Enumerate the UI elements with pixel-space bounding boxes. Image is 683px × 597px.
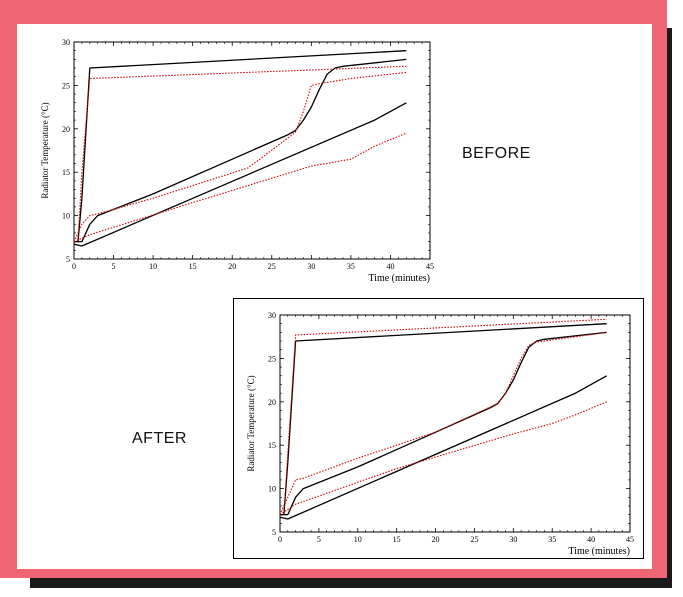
before-x-tick-label: 5: [112, 262, 116, 271]
after-plot-frame: [279, 314, 631, 533]
before-series-4-simulated-line: [73, 71, 407, 242]
after-y-axis-label: Radiator Temperature (°C): [246, 375, 256, 471]
before-y-axis-label: Radiator Temperature (°C): [40, 102, 50, 198]
before-x-tick-label: 25: [268, 262, 276, 271]
after-y-tick-label: 30: [268, 311, 276, 320]
after-x-tick-label: 45: [626, 535, 634, 544]
before-series-1-measured-line: [74, 50, 407, 243]
after-label: AFTER: [132, 430, 187, 447]
before-x-tick-label: 15: [189, 262, 197, 271]
after-y-tick-label: 10: [268, 485, 276, 494]
before-plot-frame: [73, 41, 431, 260]
before-y-tick-label: 30: [62, 38, 70, 47]
before-x-tick-label: 35: [347, 262, 355, 271]
before-series-3-measured-line: [74, 58, 407, 243]
after-y-tick-label: 20: [268, 398, 276, 407]
after-x-tick-label: 15: [393, 535, 401, 544]
after-series-2-simulated-line: [280, 318, 607, 516]
after-x-tick-label: 10: [354, 535, 362, 544]
after-series-5-measured-line: [279, 375, 608, 520]
before-y-tick-label: 5: [66, 255, 70, 264]
after-series-3-measured-line: [280, 331, 607, 516]
before-label: BEFORE: [462, 145, 531, 162]
before-x-tick-label: 0: [72, 262, 76, 271]
after-y-tick-label: 5: [272, 528, 276, 537]
after-x-tick-label: 0: [278, 535, 282, 544]
before-x-tick-label: 10: [149, 262, 157, 271]
before-series-5-measured-line: [73, 102, 407, 247]
after-x-tick-label: 35: [548, 535, 556, 544]
after-series-6-simulated-line: [279, 401, 607, 516]
before-y-tick-label: 10: [62, 212, 70, 221]
after-x-tick-label: 25: [470, 535, 478, 544]
after-y-tick-label: 25: [268, 354, 276, 363]
before-y-tick-label: 20: [62, 125, 70, 134]
after-chart-box: 0 5 10 15 20 25 30 35 40 45 5 10 15 20 25 30 Time (minut…: [233, 298, 644, 559]
after-series-4-simulated-line: [279, 331, 607, 515]
after-series-1-measured-line: [280, 323, 607, 516]
after-x-tick-label: 20: [432, 535, 440, 544]
before-x-tick-label: 20: [228, 262, 236, 271]
before-x-tick-label: 40: [386, 262, 394, 271]
after-y-tick-label: 15: [268, 441, 276, 450]
before-series-6-simulated-line: [73, 132, 407, 243]
before-y-tick-label: 25: [62, 81, 70, 90]
before-x-axis-label: Time (minutes): [368, 273, 430, 284]
after-x-tick-label: 30: [509, 535, 517, 544]
before-y-tick-label: 15: [62, 168, 70, 177]
before-series-2-simulated-line: [74, 65, 407, 243]
before-x-tick-label: 30: [307, 262, 315, 271]
before-x-tick-label: 45: [426, 262, 434, 271]
after-x-tick-label: 40: [587, 535, 595, 544]
after-x-tick-label: 5: [317, 535, 321, 544]
after-x-axis-label: Time (minutes): [568, 546, 630, 557]
